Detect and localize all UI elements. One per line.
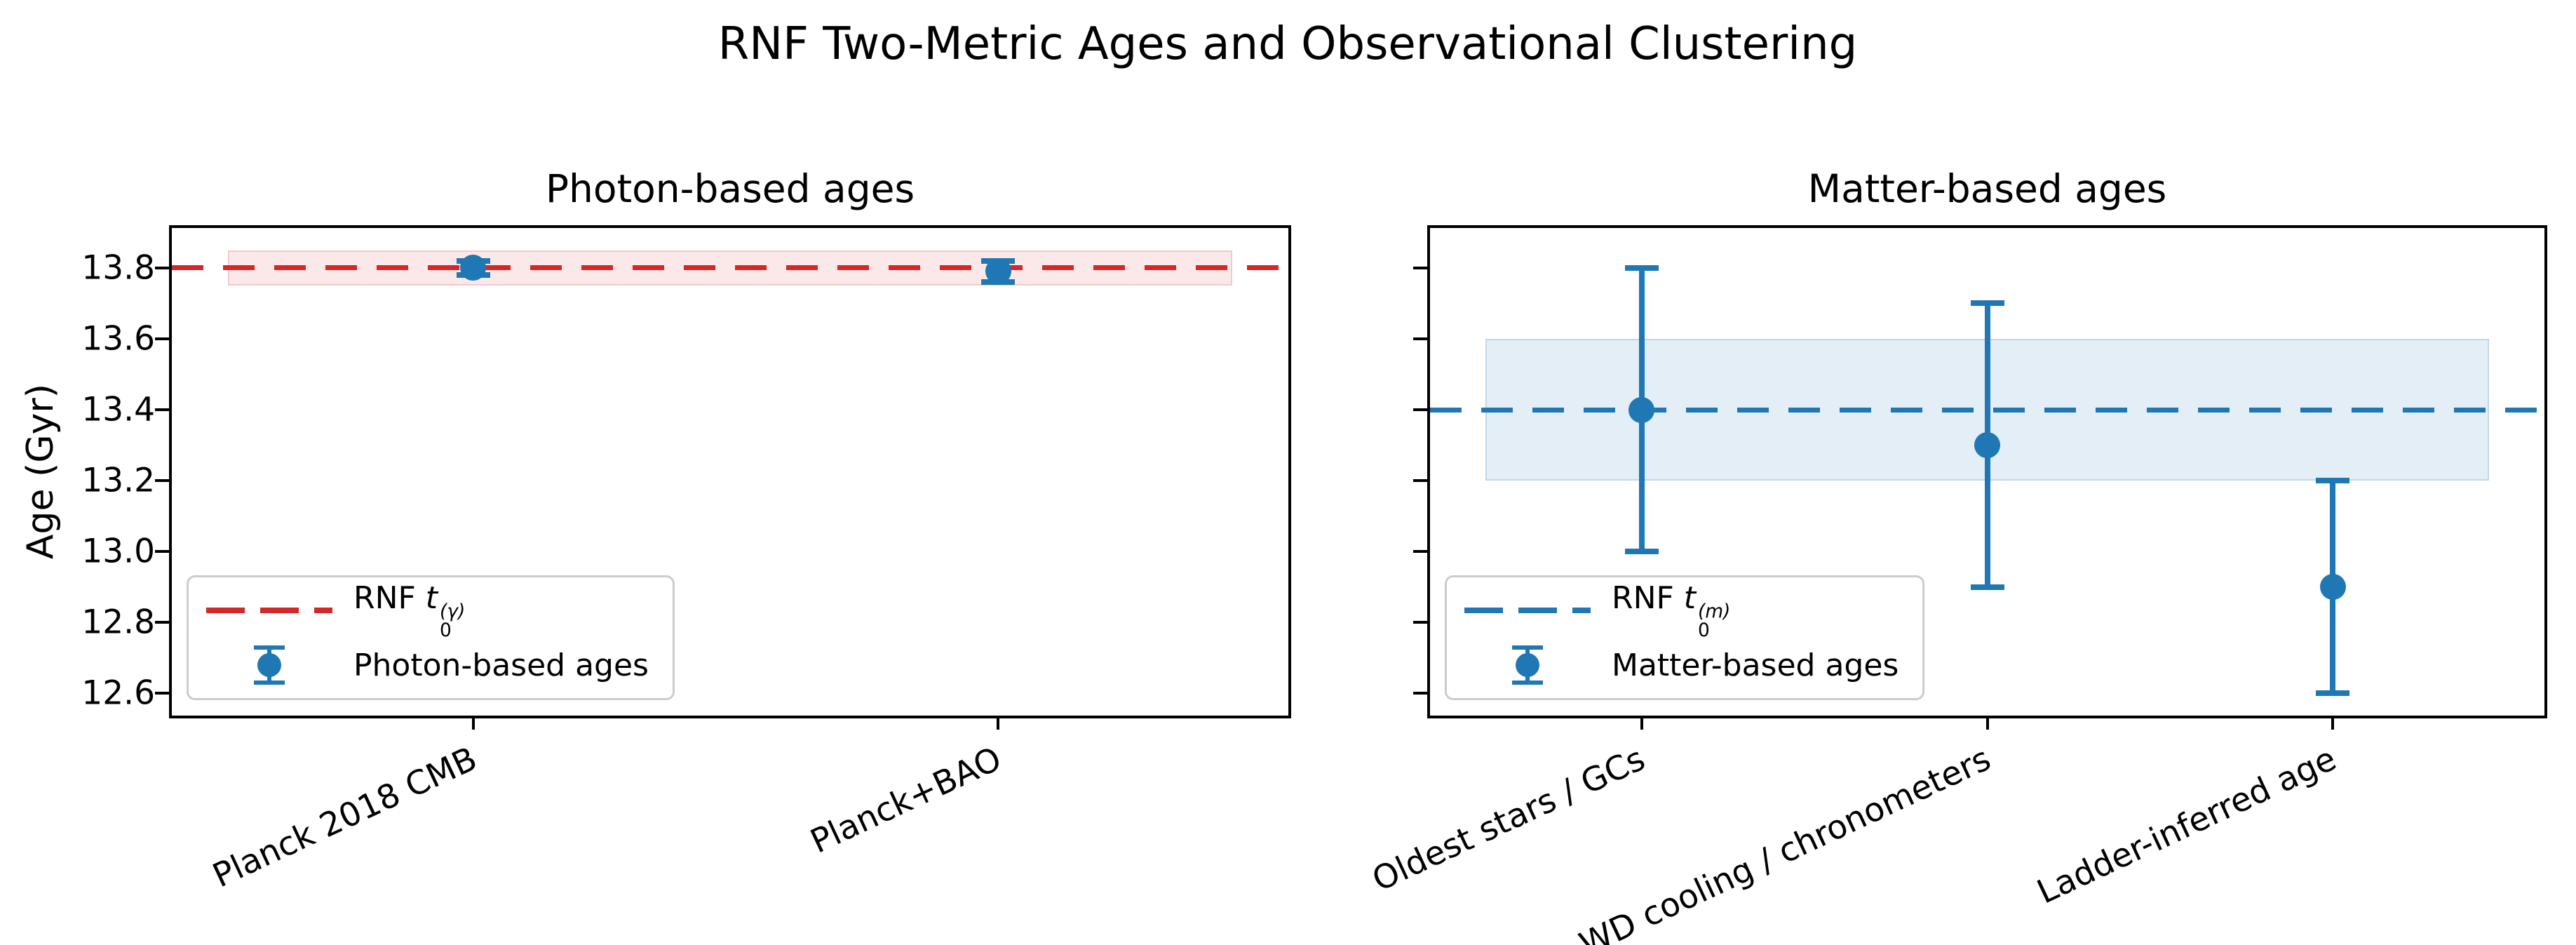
photon-legend: RNF t (γ) 0 Photon-based ages (187, 575, 675, 700)
legend-row-ref-line: RNF t (m) 0 (1462, 580, 1899, 640)
legend-row-data-points: Matter-based ages (1462, 643, 1899, 687)
y-tick-label: 13.8 (81, 248, 155, 288)
y-tick-mark (155, 621, 169, 624)
x-category-label: Ladder-inferred age (2031, 739, 2342, 912)
legend-row-data-points: Photon-based ages (204, 643, 649, 687)
errorbar-marker-sample (204, 643, 334, 687)
legend-label-rnf-t0-m: RNF t (m) 0 (1612, 580, 1731, 641)
y-tick-label: 13.6 (81, 319, 155, 358)
errorbar-cap-bottom (1624, 549, 1659, 555)
data-point-marker (1628, 396, 1655, 423)
x-tick-mark (997, 716, 1000, 730)
y-tick-mark (1413, 550, 1427, 554)
legend-row-ref-line: RNF t (γ) 0 (204, 580, 649, 640)
legend-label-matter-ages: Matter-based ages (1612, 647, 1899, 683)
y-tick-mark (1413, 408, 1427, 412)
x-tick-mark (1640, 716, 1643, 730)
x-tick-mark (1985, 716, 1989, 730)
photon-ages-plot: Photon-based ages RNF t (γ) 0 Photon-based… (81, 166, 1291, 895)
errorbar-cap-top (2316, 478, 2350, 484)
y-tick-mark (1413, 266, 1427, 269)
legend-label-photon-ages: Photon-based ages (353, 647, 649, 683)
x-tick-mark (471, 716, 475, 730)
y-tick-mark (155, 550, 169, 554)
matter-ages-plot: Matter-based ages RNF t (m) 0 Matter-based… (1367, 166, 2547, 945)
reference-dashed-line (172, 265, 1288, 271)
y-tick-label: 12.6 (81, 673, 155, 713)
y-tick-mark (155, 692, 169, 695)
y-tick-mark (1413, 692, 1427, 695)
data-point-marker (2319, 574, 2346, 601)
data-point-marker (1974, 432, 2000, 459)
y-tick-mark (155, 266, 169, 269)
y-tick-mark (1413, 621, 1427, 624)
x-tick-mark (2331, 716, 2335, 730)
y-tick-label: 12.8 (81, 603, 155, 642)
legend-label-rnf-t0-gamma: RNF t (γ) 0 (353, 580, 466, 641)
photon-plot-title: Photon-based ages (545, 166, 915, 211)
errorbar-cap-top (1970, 300, 2004, 307)
y-tick-mark (155, 479, 169, 483)
y-axis-label: Age (Gyr) (20, 383, 62, 560)
x-category-label: Planck 2018 CMB (206, 739, 483, 896)
y-tick-label: 13.2 (81, 461, 155, 500)
errorbar-cap-bottom (2316, 690, 2350, 697)
blue-dashed-line-sample (1462, 589, 1592, 632)
figure-title: RNF Two-Metric Ages and Observational Cl… (717, 18, 1858, 70)
errorbar-cap-bottom (1970, 584, 2004, 590)
x-category-label: Planck+BAO (804, 739, 1008, 862)
matter-legend: RNF t (m) 0 Matter-based ages (1445, 575, 1925, 700)
y-tick-label: 13.4 (81, 390, 155, 429)
data-point-marker (985, 258, 1011, 285)
errorbar-cap-top (1624, 264, 1659, 271)
errorbar-marker-sample (1462, 643, 1592, 687)
x-category-label: Oldest stars / GCs (1366, 739, 1652, 900)
y-tick-mark (155, 337, 169, 340)
y-tick-label: 13.0 (81, 532, 155, 571)
y-tick-mark (1413, 479, 1427, 483)
y-tick-mark (155, 408, 169, 412)
data-point-marker (460, 255, 487, 281)
matter-plot-title: Matter-based ages (1807, 166, 2167, 211)
red-dashed-line-sample (204, 589, 334, 632)
y-tick-mark (1413, 337, 1427, 340)
